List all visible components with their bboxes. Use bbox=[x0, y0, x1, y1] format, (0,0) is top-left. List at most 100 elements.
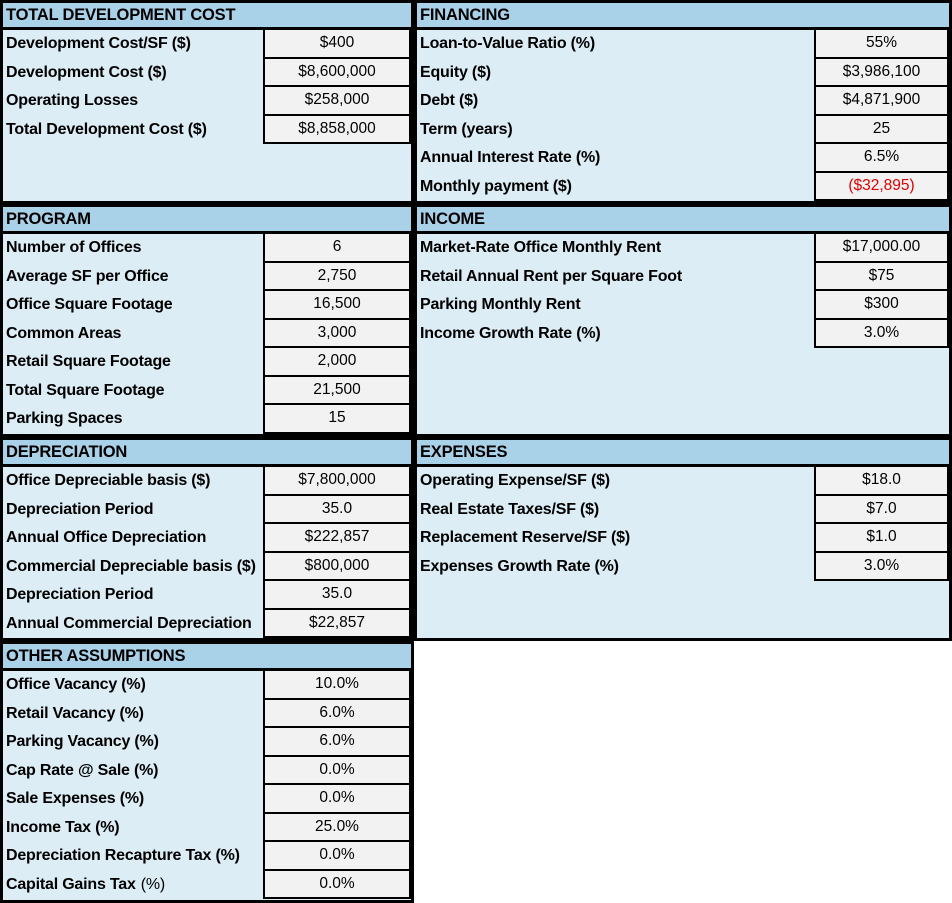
section-program: PROGRAM Number of Offices 6 Average SF p… bbox=[0, 204, 414, 437]
value-cell[interactable]: $4,871,900 bbox=[814, 87, 949, 116]
row-label: Development Cost/SF ($) bbox=[6, 35, 191, 53]
value-cell[interactable]: 6 bbox=[263, 234, 411, 263]
row-label: Number of Offices bbox=[6, 239, 142, 257]
table-row: Cap Rate @ Sale (%) 0.0% bbox=[3, 756, 411, 785]
row-label: Retail Square Footage bbox=[6, 353, 171, 371]
value-cell[interactable]: 25 bbox=[814, 115, 949, 144]
row-label: Replacement Reserve/SF ($) bbox=[420, 529, 631, 547]
section-header: OTHER ASSUMPTIONS bbox=[3, 644, 411, 671]
value-cell[interactable]: 55% bbox=[814, 30, 949, 59]
row-label: Income Growth Rate (%) bbox=[420, 324, 601, 342]
table-row: Operating Expense/SF ($) $18.0 bbox=[417, 467, 949, 496]
table-row: Income Growth Rate (%) 3.0% bbox=[417, 319, 949, 348]
value-cell[interactable]: 6.0% bbox=[263, 699, 411, 728]
value-cell[interactable]: $1.0 bbox=[814, 524, 949, 553]
table-row: Retail Square Footage 2,000 bbox=[3, 348, 411, 377]
section-header: TOTAL DEVELOPMENT COST bbox=[3, 3, 411, 30]
value-cell[interactable]: $400 bbox=[263, 30, 411, 59]
value-cell[interactable]: 0.0% bbox=[263, 756, 411, 785]
value-cell[interactable]: 35.0 bbox=[263, 581, 411, 610]
row-label: Term (years) bbox=[420, 120, 513, 138]
table-row: Total Development Cost ($) $8,858,000 bbox=[3, 115, 411, 144]
value-cell[interactable]: $300 bbox=[814, 291, 949, 320]
value-cell[interactable]: 3,000 bbox=[263, 319, 411, 348]
section-total-development-cost: TOTAL DEVELOPMENT COST Development Cost/… bbox=[0, 0, 414, 204]
row-label: Market-Rate Office Monthly Rent bbox=[420, 239, 661, 257]
value-cell[interactable]: 3.0% bbox=[814, 319, 949, 348]
section-expenses: EXPENSES Operating Expense/SF ($) $18.0 … bbox=[414, 437, 952, 641]
section-header: DEPRECIATION bbox=[3, 440, 411, 467]
value-cell[interactable]: 6.5% bbox=[814, 144, 949, 173]
value-cell[interactable]: $75 bbox=[814, 262, 949, 291]
table-row: Parking Monthly Rent $300 bbox=[417, 291, 949, 320]
table-row: Depreciation Period 35.0 bbox=[3, 495, 411, 524]
value-cell[interactable]: 6.0% bbox=[263, 728, 411, 757]
table-row: Equity ($) $3,986,100 bbox=[417, 58, 949, 87]
row-label: Office Depreciable basis ($) bbox=[6, 472, 211, 490]
table-row: Sale Expenses (%) 0.0% bbox=[3, 785, 411, 814]
value-cell[interactable]: 2,750 bbox=[263, 262, 411, 291]
table-row: Average SF per Office 2,750 bbox=[3, 262, 411, 291]
value-cell[interactable]: 2,000 bbox=[263, 348, 411, 377]
table-row: Real Estate Taxes/SF ($) $7.0 bbox=[417, 495, 949, 524]
row-label: Equity ($) bbox=[420, 63, 491, 81]
value-cell[interactable]: 10.0% bbox=[263, 671, 411, 700]
table-row: Capital Gains Tax (%) 0.0% bbox=[3, 870, 411, 900]
value-cell[interactable]: 0.0% bbox=[263, 842, 411, 871]
row-label: Common Areas bbox=[6, 324, 122, 342]
row-label: Office Vacancy (%) bbox=[6, 676, 146, 694]
row-label: Total Development Cost ($) bbox=[6, 120, 207, 138]
value-cell[interactable]: 21,500 bbox=[263, 376, 411, 405]
value-cell[interactable]: $258,000 bbox=[263, 87, 411, 116]
table-row: Depreciation Period 35.0 bbox=[3, 581, 411, 610]
row-label: Retail Annual Rent per Square Foot bbox=[420, 267, 682, 285]
table-row: Debt ($) $4,871,900 bbox=[417, 87, 949, 116]
table-row: Development Cost/SF ($) $400 bbox=[3, 30, 411, 59]
value-cell[interactable]: 16,500 bbox=[263, 291, 411, 320]
value-cell[interactable]: 0.0% bbox=[263, 785, 411, 814]
value-cell[interactable]: $22,857 bbox=[263, 609, 411, 638]
table-row: Retail Vacancy (%) 6.0% bbox=[3, 699, 411, 728]
value-cell[interactable]: $222,857 bbox=[263, 524, 411, 553]
table-row: Commercial Depreciable basis ($) $800,00… bbox=[3, 552, 411, 581]
row-label: Real Estate Taxes/SF ($) bbox=[420, 500, 599, 518]
value-cell-negative[interactable]: ($32,895) bbox=[814, 172, 949, 201]
row-label: Annual Interest Rate (%) bbox=[420, 149, 601, 167]
table-row: Number of Offices 6 bbox=[3, 234, 411, 263]
row-label: Monthly payment ($) bbox=[420, 177, 572, 195]
value-cell[interactable]: 3.0% bbox=[814, 552, 949, 581]
value-cell[interactable]: $7,800,000 bbox=[263, 467, 411, 496]
row-label: Depreciation Recapture Tax (%) bbox=[6, 847, 240, 865]
row-label: Commercial Depreciable basis ($) bbox=[6, 557, 256, 575]
row-label: Total Square Footage bbox=[6, 381, 165, 399]
value-cell[interactable]: $8,858,000 bbox=[263, 115, 411, 144]
value-cell[interactable]: 35.0 bbox=[263, 495, 411, 524]
value-cell[interactable]: $17,000.00 bbox=[814, 234, 949, 263]
row-label: Expenses Growth Rate (%) bbox=[420, 557, 619, 575]
table-row: Monthly payment ($) ($32,895) bbox=[417, 172, 949, 201]
table-row: Market-Rate Office Monthly Rent $17,000.… bbox=[417, 234, 949, 263]
row-label: Capital Gains Tax (%) bbox=[3, 871, 263, 900]
table-row: Replacement Reserve/SF ($) $1.0 bbox=[417, 524, 949, 553]
value-cell[interactable]: $8,600,000 bbox=[263, 58, 411, 87]
value-cell[interactable]: 0.0% bbox=[263, 870, 411, 899]
table-row: Loan-to-Value Ratio (%) 55% bbox=[417, 30, 949, 59]
table-row: Office Vacancy (%) 10.0% bbox=[3, 671, 411, 700]
table-row: Total Square Footage 21,500 bbox=[3, 376, 411, 405]
value-cell[interactable]: 15 bbox=[263, 405, 411, 434]
row-label-normal-part: (%) bbox=[140, 875, 165, 893]
section-header: FINANCING bbox=[417, 3, 949, 30]
row-label-bold-part: Capital Gains Tax bbox=[6, 875, 136, 893]
value-cell[interactable]: 25.0% bbox=[263, 813, 411, 842]
row-label: Cap Rate @ Sale (%) bbox=[6, 761, 159, 779]
value-cell[interactable]: $7.0 bbox=[814, 495, 949, 524]
row-label: Income Tax (%) bbox=[6, 818, 120, 836]
table-row: Retail Annual Rent per Square Foot $75 bbox=[417, 262, 949, 291]
row-label: Operating Expense/SF ($) bbox=[420, 472, 610, 490]
value-cell[interactable]: $800,000 bbox=[263, 552, 411, 581]
row-label: Annual Office Depreciation bbox=[6, 529, 207, 547]
value-cell[interactable]: $3,986,100 bbox=[814, 58, 949, 87]
row-label: Office Square Footage bbox=[6, 296, 173, 314]
value-cell[interactable]: $18.0 bbox=[814, 467, 949, 496]
